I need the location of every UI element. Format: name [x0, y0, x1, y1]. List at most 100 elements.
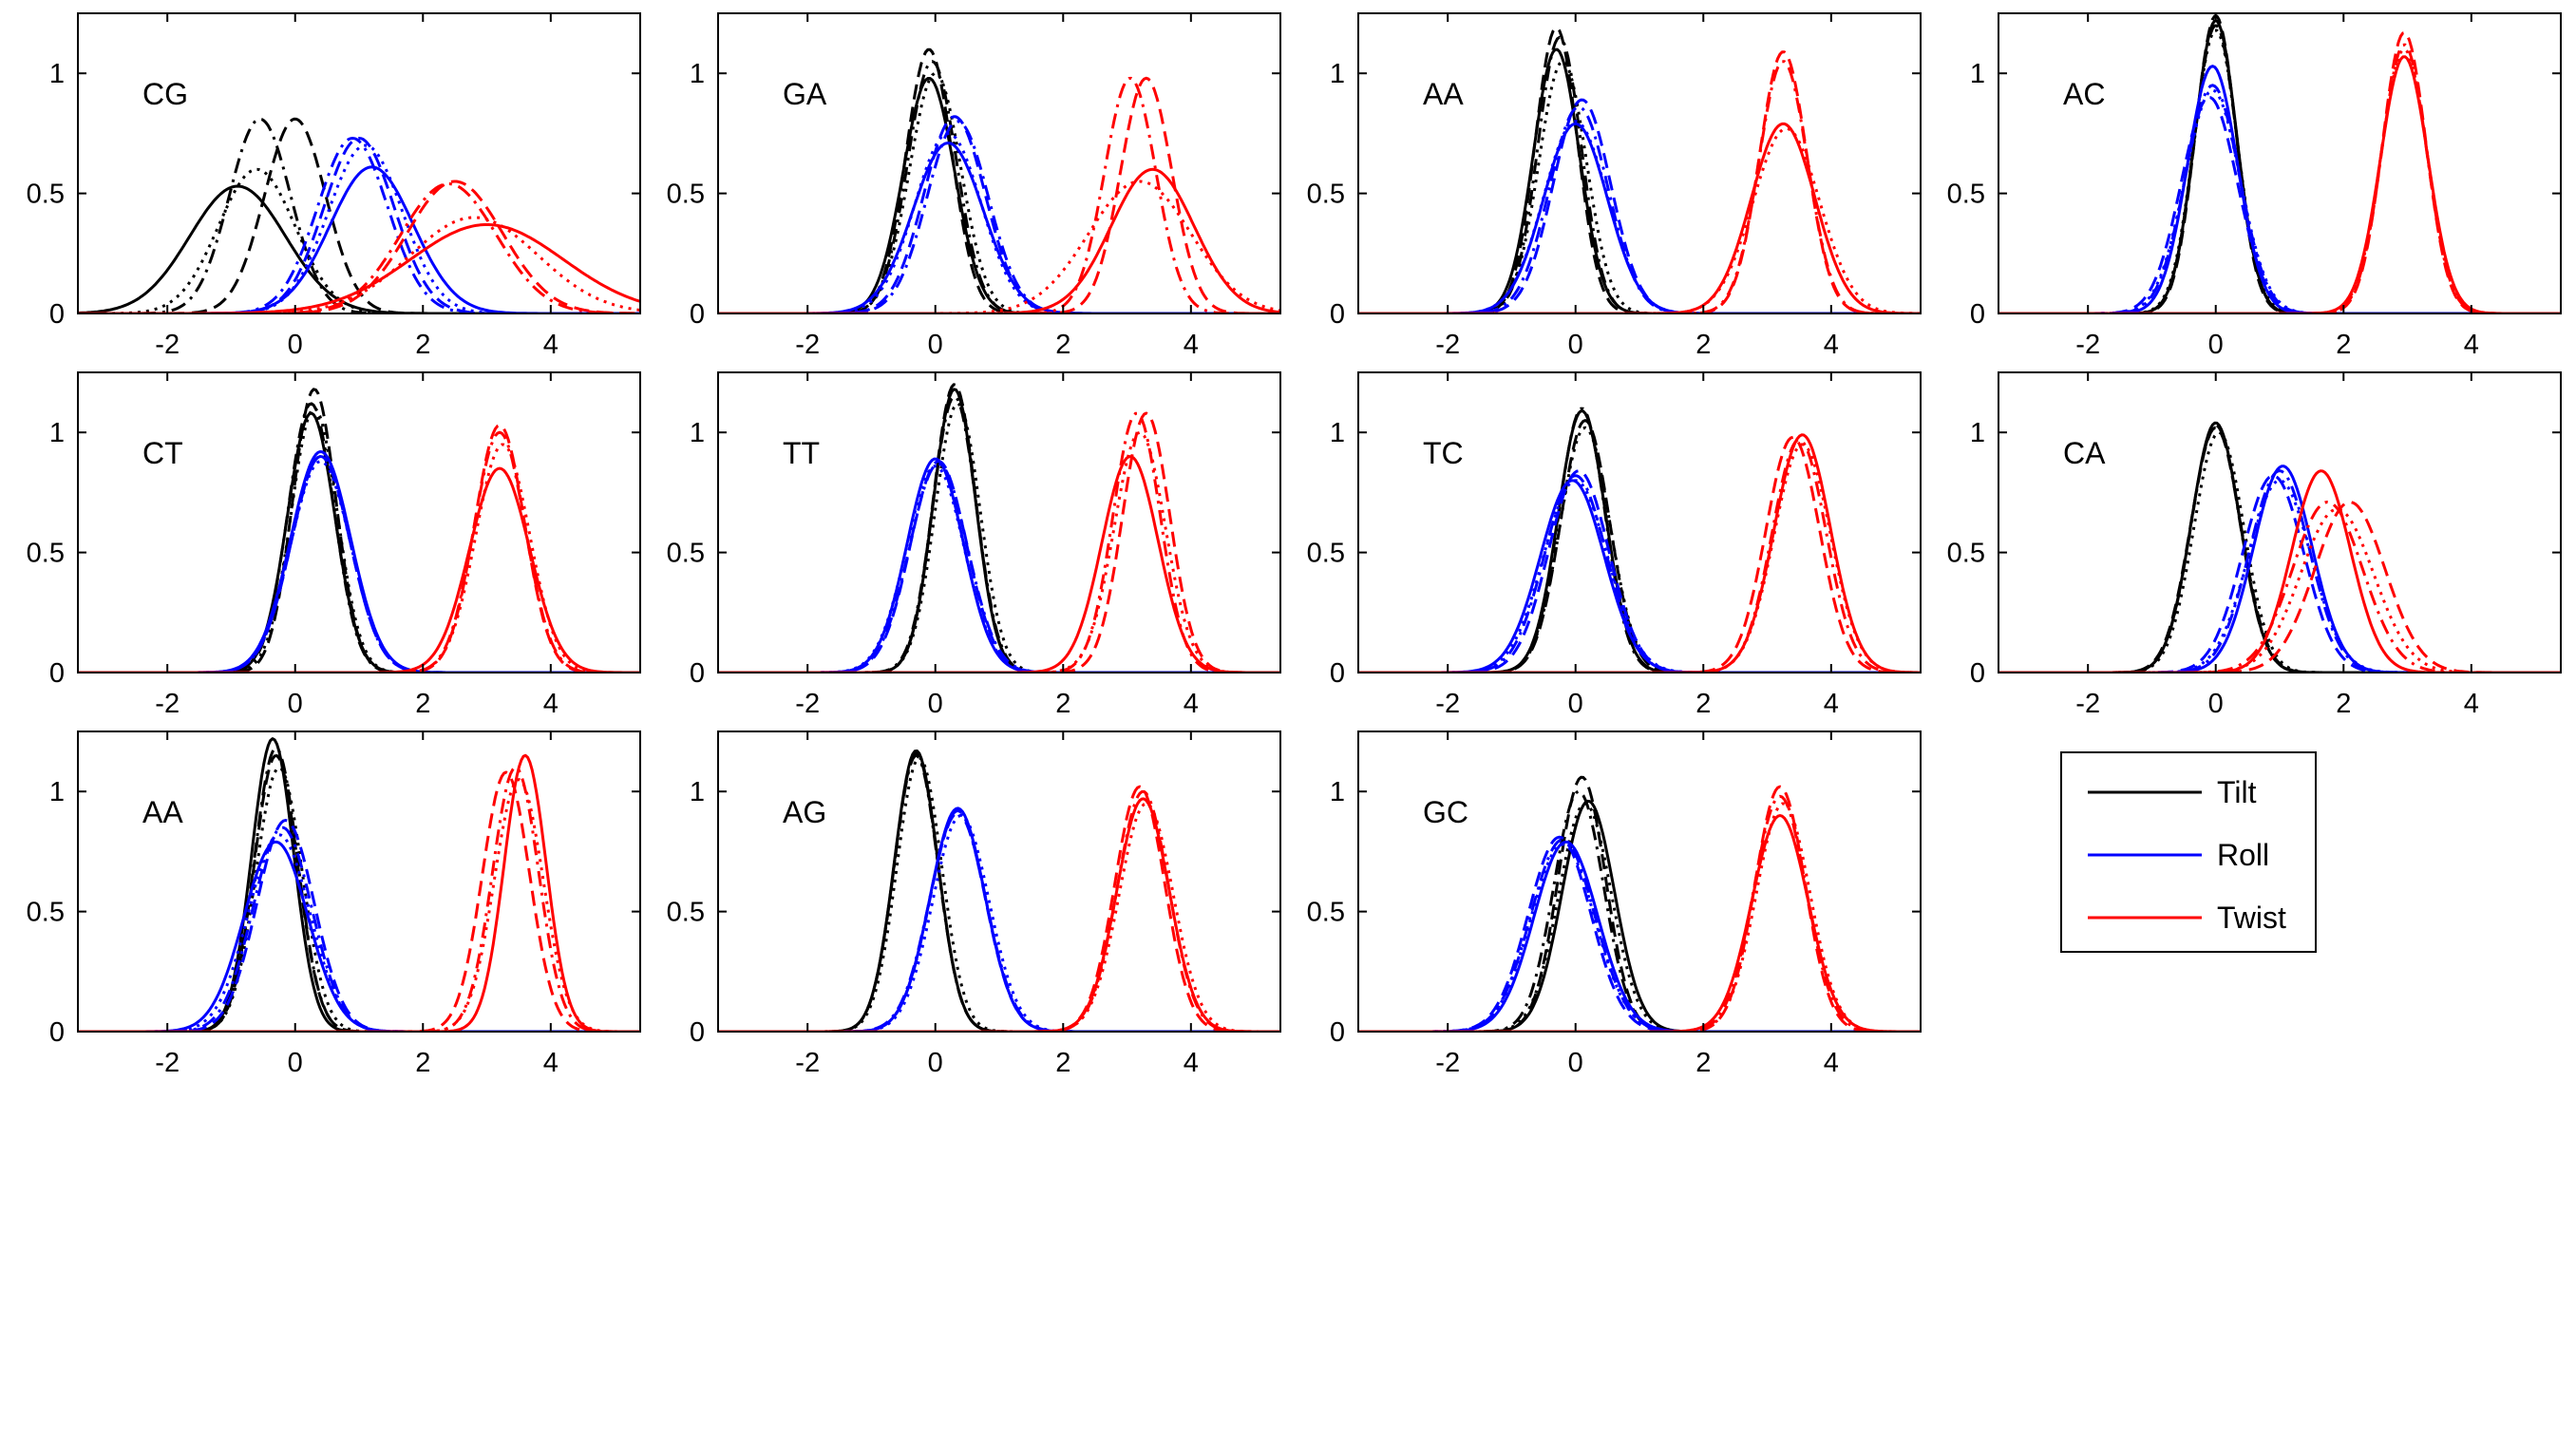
curve-tilt-dashed — [1998, 426, 2561, 673]
panel-label: GC — [1423, 795, 1468, 829]
curve-twist-dashdot — [78, 766, 640, 1032]
x-tick-label: 2 — [1695, 1048, 1711, 1078]
curve-tilt-solid — [1358, 799, 1921, 1032]
plot-area — [1998, 372, 2561, 673]
x-tick-label: 2 — [2336, 689, 2351, 719]
y-tick-label: 0.5 — [1307, 539, 1345, 569]
plot-area — [78, 731, 640, 1032]
x-tick-label: 0 — [928, 330, 943, 360]
axes-frame — [1998, 371, 2562, 674]
x-tick-label: 4 — [1184, 689, 1199, 719]
curve-roll-solid — [78, 450, 640, 673]
x-tick-label: -2 — [155, 330, 180, 360]
panel-label: CT — [142, 436, 183, 470]
panel-label: CA — [2063, 436, 2106, 470]
x-tick-label: 4 — [1184, 1048, 1199, 1078]
panel-ca-7: -2 0 2 4 0 0.5 1 CA — [1947, 371, 2562, 719]
curve-roll-dashdot — [78, 455, 640, 673]
y-tick-label: 0.5 — [667, 180, 705, 210]
legend-label-tilt: Tilt — [2217, 775, 2257, 809]
y-tick-label: 1 — [49, 59, 65, 89]
panel-label: AA — [142, 795, 183, 829]
y-tick-label: 0 — [49, 299, 65, 330]
curve-roll-dashdot — [1358, 105, 1921, 313]
x-tick-label: 0 — [288, 1048, 303, 1078]
curve-roll-dotted — [1998, 88, 2561, 313]
curve-roll-dashed — [78, 137, 640, 313]
x-tick-label: -2 — [1435, 330, 1460, 360]
curves-group — [78, 388, 640, 673]
y-tick-label: 0.5 — [27, 180, 65, 210]
y-tick-label: 0 — [49, 1017, 65, 1048]
curve-tilt-dashdot — [718, 60, 1280, 313]
plot-area — [718, 372, 1280, 673]
curve-tilt-dashdot — [78, 117, 640, 313]
curve-twist-dotted — [1358, 443, 1921, 673]
panel-cg-0: -2 0 2 4 0 0.5 1 CG — [27, 12, 641, 360]
y-tick-label: 1 — [690, 59, 705, 89]
y-tick-label: 0 — [690, 658, 705, 689]
curve-twist-solid — [1358, 814, 1921, 1032]
y-tick-label: 1 — [49, 777, 65, 807]
x-tick-label: -2 — [795, 330, 820, 360]
curve-roll-dashdot — [78, 137, 640, 313]
legend: Tilt Roll Twist — [2060, 751, 2317, 953]
y-tick-label: 1 — [1330, 59, 1345, 89]
curve-twist-dashdot — [718, 789, 1280, 1032]
y-tick-label: 0.5 — [667, 898, 705, 928]
x-tick-label: 4 — [2464, 689, 2479, 719]
axes-frame — [77, 371, 641, 674]
x-tick-label: 2 — [1695, 689, 1711, 719]
panel-gc-10: -2 0 2 4 0 0.5 1 GC — [1307, 730, 1922, 1078]
y-tick-label: 0.5 — [27, 539, 65, 569]
curve-twist-dashdot — [78, 182, 640, 313]
curve-twist-dashdot — [1358, 794, 1921, 1032]
panel-ag-9: -2 0 2 4 0 0.5 1 AG — [667, 730, 1281, 1078]
curve-roll-dashed — [718, 115, 1280, 313]
panel-label: GA — [783, 77, 827, 111]
x-tick-label: 0 — [928, 689, 943, 719]
curve-roll-solid — [1998, 465, 2561, 673]
curve-tilt-dashed — [718, 383, 1280, 673]
curve-twist-dashdot — [1998, 501, 2561, 673]
y-tick-label: 0 — [49, 658, 65, 689]
x-tick-label: 4 — [543, 330, 559, 360]
x-tick-label: 0 — [2208, 330, 2224, 360]
y-tick-label: 0 — [1330, 299, 1345, 330]
x-tick-label: 2 — [1055, 1048, 1070, 1078]
plot-area — [78, 13, 640, 313]
plot-area — [718, 13, 1280, 313]
curve-roll-dashed — [1998, 474, 2561, 673]
curves-group — [1358, 407, 1921, 673]
x-tick-label: 2 — [1055, 689, 1070, 719]
x-tick-label: -2 — [155, 1048, 180, 1078]
y-tick-label: 1 — [1970, 418, 1985, 448]
x-tick-label: 2 — [415, 330, 430, 360]
curve-roll-dashed — [718, 809, 1280, 1032]
curve-tilt-dashdot — [1358, 407, 1921, 673]
x-tick-label: -2 — [1435, 689, 1460, 719]
curve-twist-solid — [78, 753, 640, 1032]
curve-roll-dotted — [1358, 120, 1921, 313]
axes-frame — [1998, 12, 2562, 314]
y-tick-label: 1 — [49, 418, 65, 448]
curve-twist-dashed — [1358, 435, 1921, 673]
curve-twist-dotted — [1998, 47, 2561, 313]
x-tick-label: 4 — [543, 1048, 559, 1078]
y-tick-label: 0 — [690, 1017, 705, 1048]
x-tick-label: -2 — [1435, 1048, 1460, 1078]
x-tick-label: 2 — [415, 1048, 430, 1078]
y-tick-label: 0.5 — [667, 539, 705, 569]
x-tick-label: 4 — [1824, 330, 1839, 360]
plot-area — [1998, 13, 2561, 313]
curve-twist-dashed — [718, 411, 1280, 673]
panel-aa-8: -2 0 2 4 0 0.5 1 AA — [27, 730, 641, 1078]
curve-roll-dotted — [78, 460, 640, 673]
curve-roll-solid — [1998, 65, 2561, 313]
curves-group — [78, 117, 640, 313]
y-tick-label: 0.5 — [1947, 180, 1985, 210]
axes-frame — [717, 730, 1281, 1033]
x-tick-label: 2 — [1695, 330, 1711, 360]
y-tick-label: 1 — [1330, 777, 1345, 807]
curve-twist-solid — [1358, 122, 1921, 313]
